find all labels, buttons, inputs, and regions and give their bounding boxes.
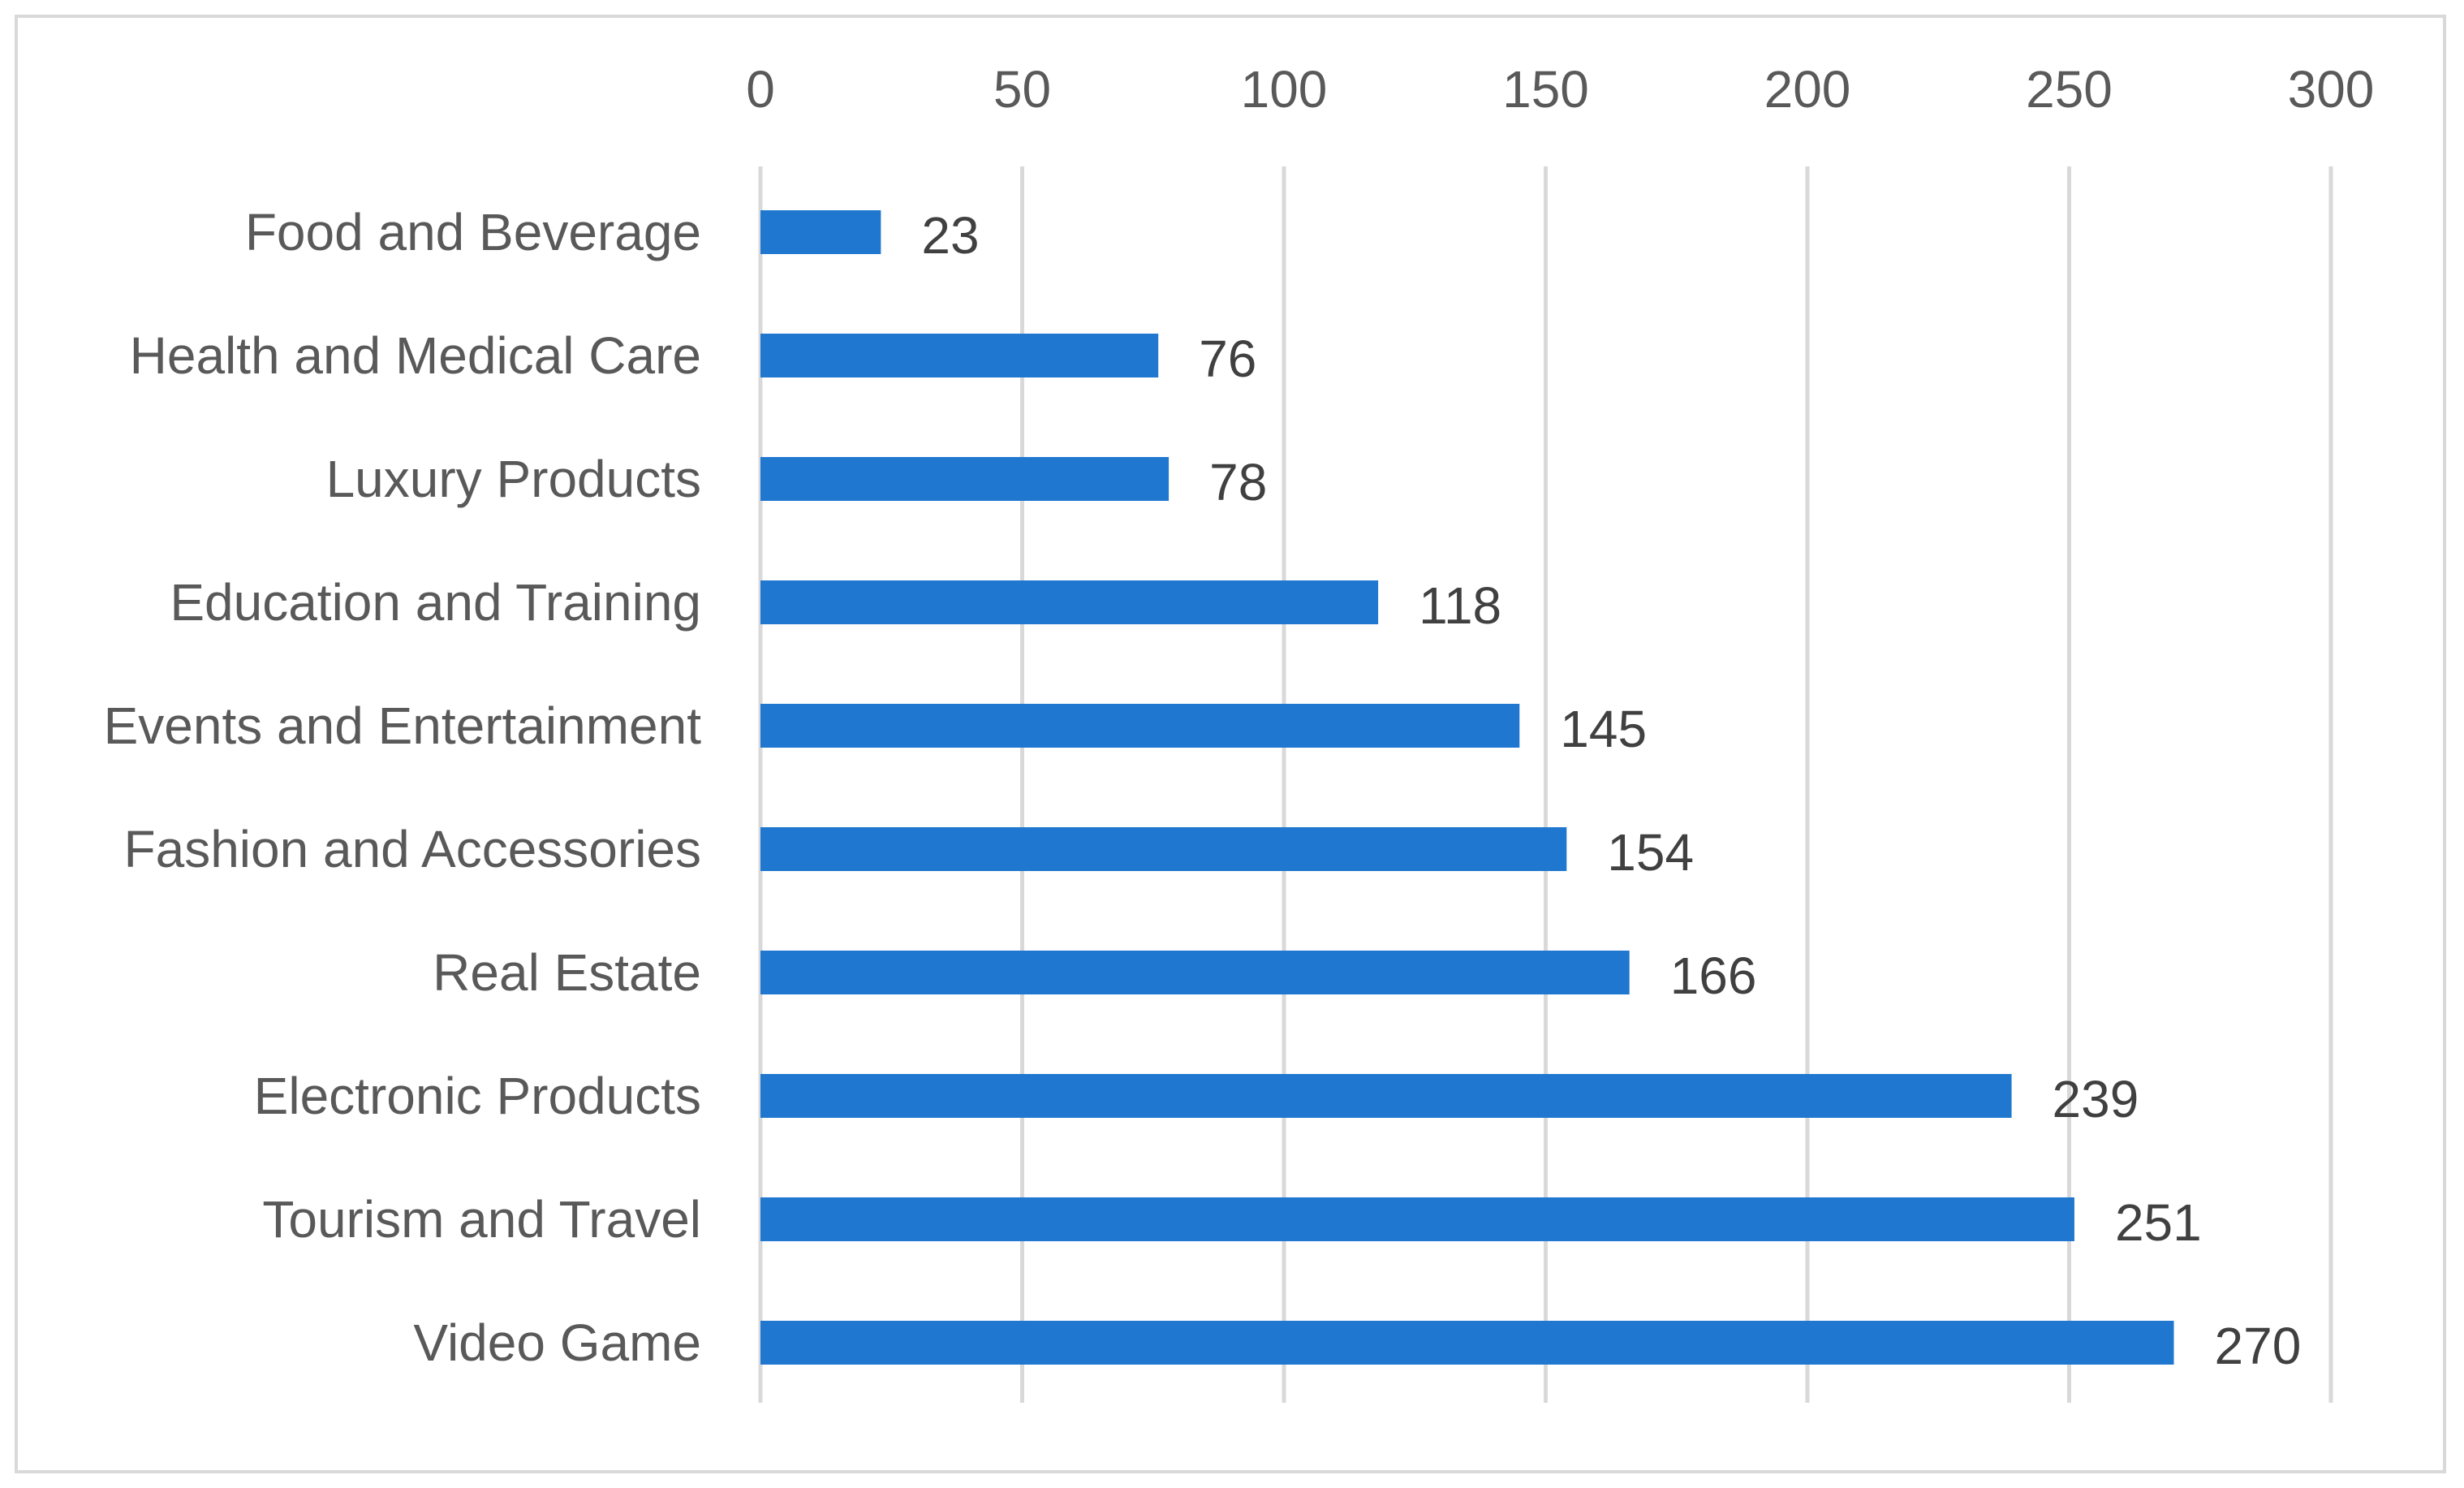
category-label: Tourism and Travel <box>262 1190 701 1249</box>
bar <box>760 580 1379 624</box>
bars <box>760 210 2174 1365</box>
data-label: 239 <box>2053 1070 2139 1128</box>
data-label: 270 <box>2215 1317 2302 1375</box>
x-tick-label: 300 <box>2288 60 2375 119</box>
data-label: 154 <box>1607 823 1694 882</box>
bar <box>760 1321 2174 1365</box>
bar <box>760 334 1159 377</box>
x-tick-label: 150 <box>1502 60 1589 119</box>
category-label: Electronic Products <box>254 1067 701 1125</box>
x-tick-label: 250 <box>2026 60 2113 119</box>
bar <box>760 704 1520 748</box>
bar <box>760 1197 2074 1241</box>
x-axis-ticks: 0 50 100 150 200 250 300 <box>746 60 2374 119</box>
data-label: 118 <box>1419 576 1501 635</box>
x-tick-label: 100 <box>1241 60 1328 119</box>
category-label: Events and Entertainment <box>104 697 702 755</box>
category-label: Video Game <box>413 1313 701 1372</box>
data-label: 251 <box>2115 1193 2202 1252</box>
data-label: 23 <box>921 206 979 265</box>
bar <box>760 457 1170 501</box>
bar <box>760 827 1567 871</box>
x-tick-label: 0 <box>746 60 775 119</box>
category-label: Luxury Products <box>326 450 701 508</box>
data-label: 78 <box>1209 453 1267 511</box>
category-label: Food and Beverage <box>245 203 701 261</box>
category-labels: Food and Beverage Health and Medical Care… <box>104 203 702 1372</box>
category-label: Health and Medical Care <box>130 326 701 385</box>
data-label: 166 <box>1670 947 1757 1005</box>
x-tick-label: 50 <box>993 60 1051 119</box>
category-label: Fashion and Accessories <box>124 820 702 878</box>
data-labels: 23 76 78 118 145 154 166 239 251 270 <box>921 206 2301 1375</box>
category-label: Real Estate <box>433 943 701 1002</box>
data-label: 76 <box>1199 330 1256 388</box>
category-label: Education and Training <box>170 573 701 632</box>
x-tick-label: 200 <box>1764 60 1851 119</box>
bar <box>760 210 881 254</box>
bar <box>760 1074 2012 1118</box>
bar <box>760 951 1630 994</box>
data-label: 145 <box>1560 700 1647 758</box>
